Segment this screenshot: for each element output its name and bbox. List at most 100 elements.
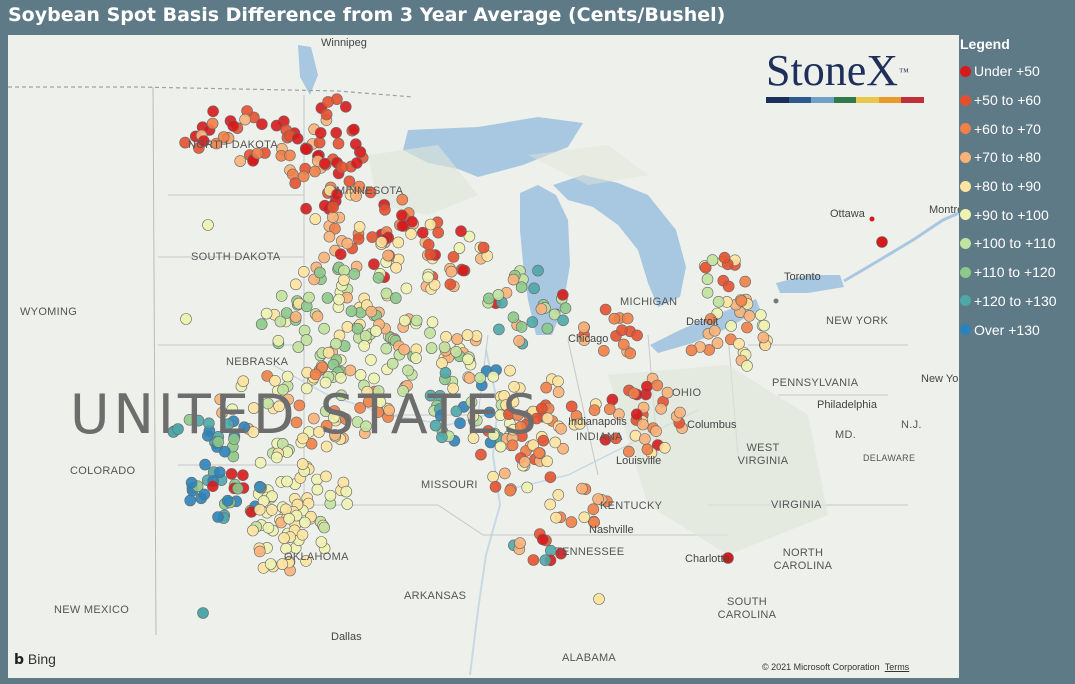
basis-point[interactable] bbox=[588, 516, 601, 529]
basis-point[interactable] bbox=[266, 504, 278, 516]
basis-point[interactable] bbox=[322, 346, 335, 359]
basis-point[interactable] bbox=[300, 143, 312, 155]
basis-point[interactable] bbox=[237, 469, 249, 482]
basis-point[interactable] bbox=[494, 440, 507, 453]
basis-point[interactable] bbox=[309, 165, 321, 178]
basis-point[interactable] bbox=[556, 288, 569, 301]
basis-point[interactable] bbox=[535, 402, 548, 415]
basis-point[interactable] bbox=[704, 313, 717, 325]
basis-point[interactable] bbox=[487, 470, 499, 483]
basis-point[interactable] bbox=[658, 441, 671, 454]
basis-point[interactable] bbox=[319, 376, 332, 389]
basis-point[interactable] bbox=[639, 433, 651, 445]
basis-point[interactable] bbox=[514, 537, 526, 549]
basis-point[interactable] bbox=[227, 120, 239, 132]
basis-point[interactable] bbox=[434, 409, 447, 422]
basis-point[interactable] bbox=[416, 226, 429, 239]
basis-point[interactable] bbox=[221, 494, 234, 507]
basis-point[interactable] bbox=[283, 512, 295, 525]
basis-point[interactable] bbox=[651, 379, 664, 392]
basis-point[interactable] bbox=[299, 516, 311, 529]
basis-point[interactable] bbox=[212, 511, 224, 523]
basis-point[interactable] bbox=[341, 237, 354, 250]
basis-point[interactable] bbox=[368, 372, 380, 385]
basis-point[interactable] bbox=[565, 400, 578, 413]
basis-point[interactable] bbox=[398, 343, 410, 356]
basis-point[interactable] bbox=[597, 344, 610, 357]
basis-point[interactable] bbox=[372, 272, 385, 284]
basis-point[interactable] bbox=[198, 488, 211, 501]
basis-point[interactable] bbox=[539, 554, 552, 567]
basis-point[interactable] bbox=[303, 291, 315, 304]
basis-point[interactable] bbox=[661, 386, 674, 399]
basis-point[interactable] bbox=[725, 320, 737, 332]
basis-point[interactable] bbox=[275, 290, 288, 302]
basis-point[interactable] bbox=[270, 451, 283, 464]
basis-point[interactable] bbox=[320, 419, 333, 432]
basis-point[interactable] bbox=[406, 215, 418, 228]
basis-point[interactable] bbox=[422, 238, 435, 251]
basis-point[interactable] bbox=[390, 261, 402, 274]
basis-point[interactable] bbox=[341, 321, 354, 333]
basis-point[interactable] bbox=[685, 344, 698, 357]
basis-point[interactable] bbox=[222, 418, 234, 431]
basis-point[interactable] bbox=[574, 417, 586, 430]
basis-point[interactable] bbox=[253, 503, 266, 516]
basis-point[interactable] bbox=[214, 466, 226, 479]
basis-point[interactable] bbox=[358, 340, 371, 352]
legend-item[interactable]: +70 to +80 bbox=[960, 143, 1072, 172]
basis-point[interactable] bbox=[354, 369, 367, 381]
basis-point[interactable] bbox=[603, 403, 616, 416]
basis-point[interactable] bbox=[185, 476, 198, 489]
basis-point[interactable] bbox=[247, 524, 259, 537]
basis-point[interactable] bbox=[307, 412, 320, 425]
basis-point[interactable] bbox=[214, 393, 226, 406]
basis-point[interactable] bbox=[739, 275, 752, 288]
basis-point[interactable] bbox=[340, 485, 353, 498]
basis-point[interactable] bbox=[330, 127, 343, 139]
basis-point[interactable] bbox=[588, 404, 601, 417]
basis-point[interactable] bbox=[451, 333, 464, 345]
basis-point[interactable] bbox=[234, 155, 246, 167]
basis-point[interactable] bbox=[206, 117, 219, 130]
basis-point[interactable] bbox=[380, 342, 393, 355]
basis-point[interactable] bbox=[699, 261, 712, 274]
basis-point[interactable] bbox=[396, 209, 408, 222]
basis-point[interactable] bbox=[630, 408, 643, 421]
terms-link[interactable]: Terms bbox=[884, 662, 910, 672]
basis-point[interactable] bbox=[487, 370, 500, 383]
basis-point[interactable] bbox=[326, 211, 339, 223]
basis-point[interactable] bbox=[536, 533, 549, 546]
basis-point[interactable] bbox=[232, 482, 244, 495]
basis-point[interactable] bbox=[293, 399, 306, 412]
basis-point[interactable] bbox=[260, 307, 273, 320]
basis-point[interactable] bbox=[548, 308, 561, 321]
basis-point[interactable] bbox=[338, 274, 350, 286]
basis-point[interactable] bbox=[624, 347, 637, 360]
basis-point[interactable] bbox=[493, 323, 505, 336]
legend-item[interactable]: Over +130 bbox=[960, 315, 1072, 344]
basis-point[interactable] bbox=[318, 251, 330, 264]
basis-point[interactable] bbox=[429, 419, 442, 432]
basis-point[interactable] bbox=[396, 193, 409, 206]
basis-point[interactable] bbox=[254, 545, 266, 558]
basis-point[interactable] bbox=[296, 528, 309, 541]
basis-point[interactable] bbox=[507, 311, 520, 324]
basis-point[interactable] bbox=[183, 413, 196, 426]
basis-point[interactable] bbox=[372, 385, 385, 397]
basis-point[interactable] bbox=[722, 552, 734, 564]
basis-point[interactable] bbox=[432, 226, 445, 239]
basis-point[interactable] bbox=[528, 282, 540, 295]
basis-point[interactable] bbox=[467, 410, 480, 422]
basis-point[interactable] bbox=[438, 341, 451, 354]
basis-point[interactable] bbox=[447, 251, 460, 263]
basis-point[interactable] bbox=[202, 219, 214, 231]
basis-point[interactable] bbox=[674, 406, 686, 419]
basis-point[interactable] bbox=[701, 286, 714, 299]
basis-point[interactable] bbox=[264, 558, 277, 570]
basis-point[interactable] bbox=[300, 555, 312, 567]
basis-point[interactable] bbox=[361, 385, 374, 398]
basis-point[interactable] bbox=[743, 310, 756, 322]
basis-point[interactable] bbox=[565, 516, 578, 528]
basis-point[interactable] bbox=[514, 420, 527, 433]
